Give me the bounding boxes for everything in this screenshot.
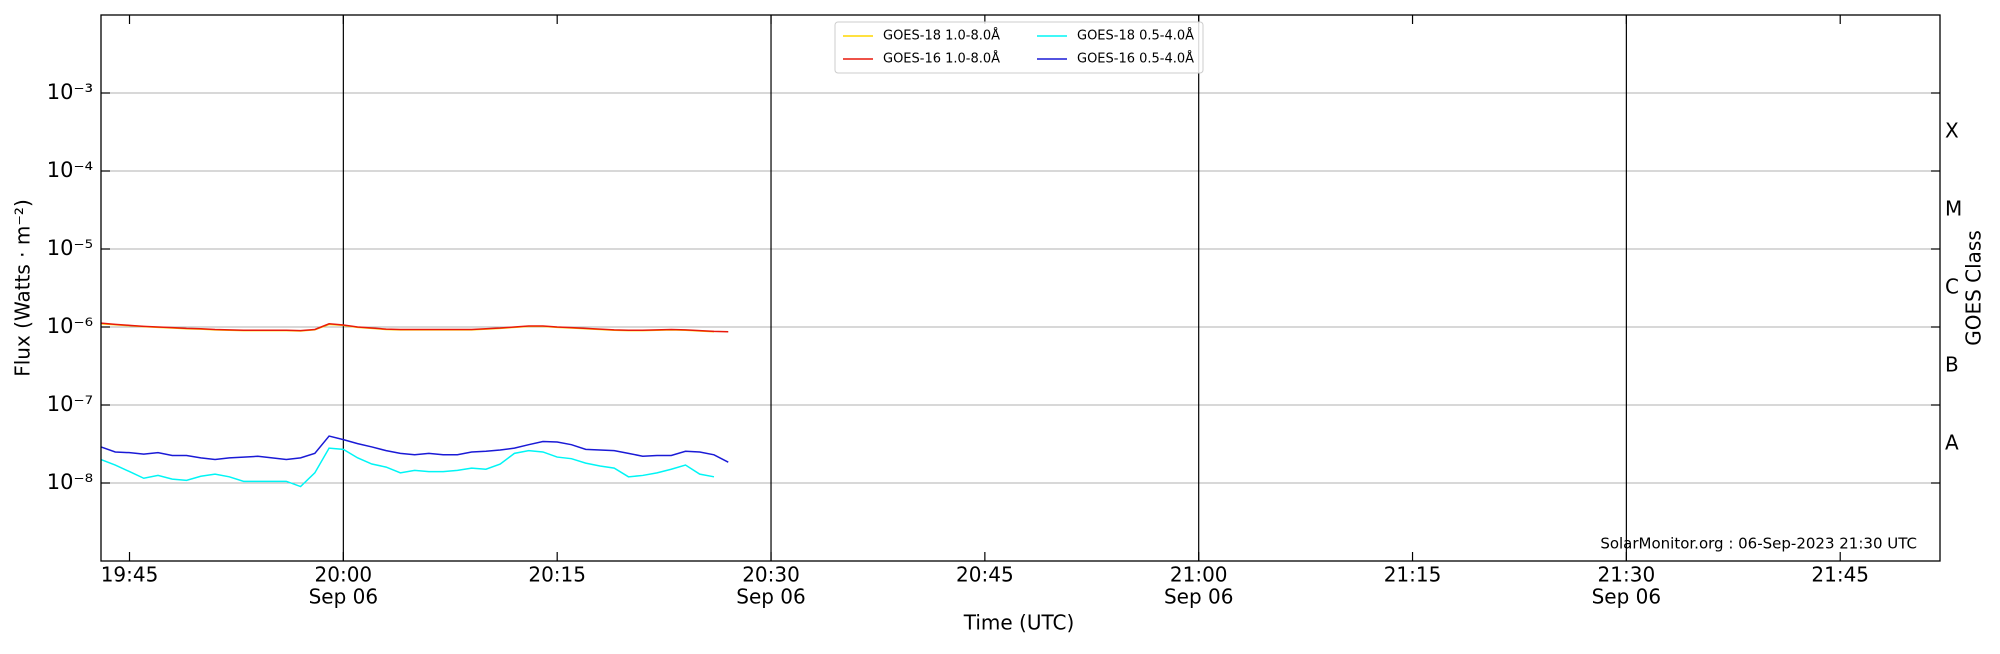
x-axis-label: Time (UTC) xyxy=(963,611,1075,635)
x-tick-label: Sep 06 xyxy=(736,585,806,609)
x-tick-label: 21:15 xyxy=(1384,563,1442,587)
x-tick-label: 21:00 xyxy=(1170,563,1228,587)
y2-tick-label: C xyxy=(1945,275,1959,299)
series-line xyxy=(100,447,715,488)
x-tick-label: 20:00 xyxy=(315,563,373,587)
series-line xyxy=(100,322,729,333)
x-tick-label: Sep 06 xyxy=(309,585,379,609)
y-tick-label: 10⁻⁶ xyxy=(47,314,93,338)
annotation: SolarMonitor.org : 06-Sep-2023 21:30 UTC xyxy=(1600,535,1917,553)
y-tick-label: 10⁻⁵ xyxy=(47,236,93,260)
y-tick-label: 10⁻⁴ xyxy=(47,158,93,182)
y-tick-label: 10⁻³ xyxy=(47,80,93,104)
legend: GOES-18 1.0-8.0Å GOES-16 1.0-8.0Å GOES-18 … xyxy=(834,21,1204,74)
x-tick-label: 19:45 xyxy=(101,563,159,587)
y2-tick-label: X xyxy=(1945,119,1959,143)
y2-tick-label: B xyxy=(1945,353,1959,377)
series-line xyxy=(100,435,729,463)
legend-box xyxy=(834,21,1204,74)
y-tick-label: 10⁻⁷ xyxy=(47,392,93,416)
x-tick-label: 21:30 xyxy=(1598,563,1656,587)
legend-label: GOES-16 1.0-8.0Å xyxy=(883,51,1000,67)
x-tick-label: Sep 06 xyxy=(1164,585,1234,609)
legend-label: GOES-18 0.5-4.0Å xyxy=(1077,28,1194,44)
legend-label: GOES-16 0.5-4.0Å xyxy=(1077,51,1194,67)
y2-tick-label: A xyxy=(1945,431,1959,455)
y-tick-label: 10⁻⁸ xyxy=(47,470,93,494)
y2-axis-label: GOES Class xyxy=(1962,230,1986,346)
x-tick-label: 20:30 xyxy=(742,563,800,587)
x-tick-label: 21:45 xyxy=(1811,563,1869,587)
legend-label: GOES-18 1.0-8.0Å xyxy=(883,28,1000,44)
x-tick-label: 20:45 xyxy=(956,563,1014,587)
y2-tick-label: M xyxy=(1945,197,1962,221)
x-tick-label: Sep 06 xyxy=(1592,585,1662,609)
plot-frame xyxy=(100,14,1941,562)
x-tick-label: 20:15 xyxy=(528,563,586,587)
y-axis-label: Flux (Watts · m⁻²) xyxy=(11,199,35,377)
